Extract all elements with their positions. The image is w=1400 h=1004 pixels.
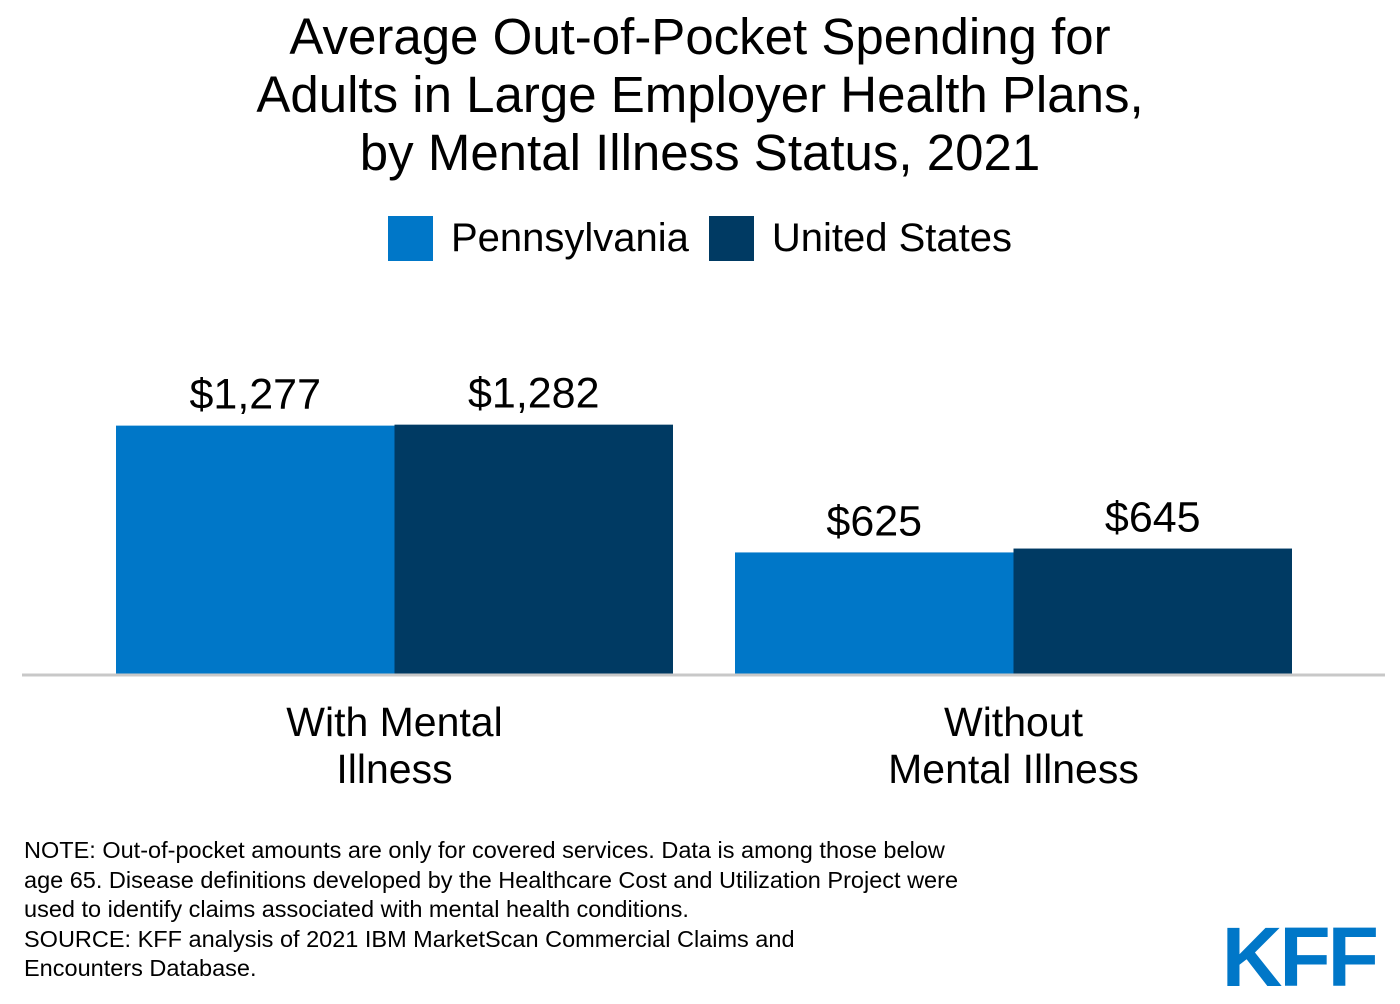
title-line: Average Out-of-Pocket Spending for [289, 8, 1111, 65]
legend-item-united-states: United States [708, 216, 1013, 261]
legend-label-pennsylvania: Pennsylvania [450, 216, 689, 260]
bar-pennsylvania-0 [116, 425, 395, 674]
legend-swatch-pennsylvania [387, 216, 433, 261]
legend-item-pennsylvania: Pennsylvania [387, 216, 689, 261]
data-label: $645 [1105, 494, 1201, 542]
data-label: $625 [826, 497, 922, 545]
category-label: With Mental [286, 699, 502, 745]
bar-united-states-0 [394, 424, 673, 674]
chart-title: Average Out-of-Pocket Spending for Adult… [0, 8, 1400, 182]
title-line: Adults in Large Employer Health Plans, [256, 66, 1144, 123]
data-label: $1,277 [189, 371, 321, 419]
bar-pennsylvania-1 [735, 552, 1014, 674]
chart-notes: NOTE: Out-of-pocket amounts are only for… [24, 836, 1164, 984]
note-line: used to identify claims associated with … [24, 896, 689, 922]
note-line: NOTE: Out-of-pocket amounts are only for… [24, 837, 945, 863]
source-line: SOURCE: KFF analysis of 2021 IBM MarketS… [24, 925, 795, 952]
category-label: Without [944, 699, 1084, 745]
title-line: by Mental Illness Status, 2021 [359, 124, 1041, 181]
category-label: Illness [336, 746, 452, 792]
kff-logo: KFF [1221, 910, 1379, 1004]
legend-swatch-united-states [708, 216, 754, 261]
note-line: age 65. Disease definitions developed by… [24, 866, 959, 893]
data-label: $1,282 [468, 370, 600, 418]
source-line: Encounters Database. [24, 955, 257, 981]
category-label: Mental Illness [888, 746, 1139, 792]
bar-united-states-1 [1013, 548, 1292, 674]
chart-legend: Pennsylvania United States [0, 216, 1400, 261]
legend-label-united-states: United States [771, 216, 1013, 260]
